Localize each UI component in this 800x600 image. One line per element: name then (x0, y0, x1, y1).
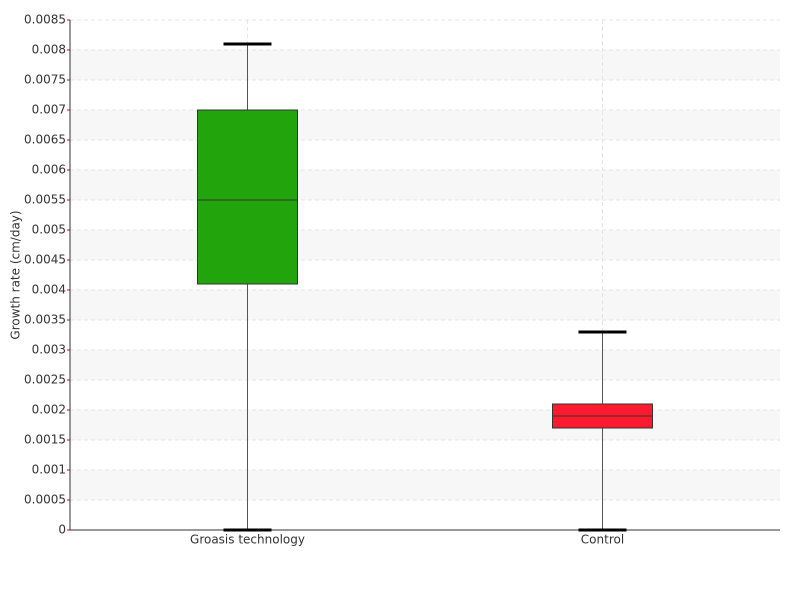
y-tick-label: 0.006 (32, 163, 66, 177)
y-tick-label: 0.004 (32, 283, 66, 297)
grid-band (70, 230, 780, 260)
grid-band (70, 470, 780, 500)
grid-band (70, 110, 780, 140)
grid-band (70, 350, 780, 380)
y-tick-label: 0.0045 (24, 253, 66, 267)
x-tick-label: Control (581, 533, 624, 547)
y-axis-label: Growth rate (cm/day) (9, 210, 23, 339)
y-tick-label: 0.008 (32, 43, 66, 57)
y-tick-label: 0 (58, 523, 66, 537)
y-tick-label: 0.0085 (24, 13, 66, 27)
y-tick-label: 0.0025 (24, 373, 66, 387)
box (197, 109, 298, 285)
grid-band (70, 410, 780, 440)
y-tick-label: 0.0065 (24, 133, 66, 147)
y-tick-label: 0.0075 (24, 73, 66, 87)
y-tick-label: 0.0035 (24, 313, 66, 327)
y-tick-label: 0.001 (32, 463, 66, 477)
y-tick-label: 0.0015 (24, 433, 66, 447)
grid-band (70, 50, 780, 80)
y-tick-label: 0.005 (32, 223, 66, 237)
grid-band (70, 170, 780, 200)
y-tick-label: 0.003 (32, 343, 66, 357)
y-tick-label: 0.0005 (24, 493, 66, 507)
y-tick-label: 0.007 (32, 103, 66, 117)
grid-band (70, 290, 780, 320)
y-tick-label: 0.002 (32, 403, 66, 417)
y-tick-label: 0.0055 (24, 193, 66, 207)
x-tick-label: Groasis technology (190, 533, 305, 547)
